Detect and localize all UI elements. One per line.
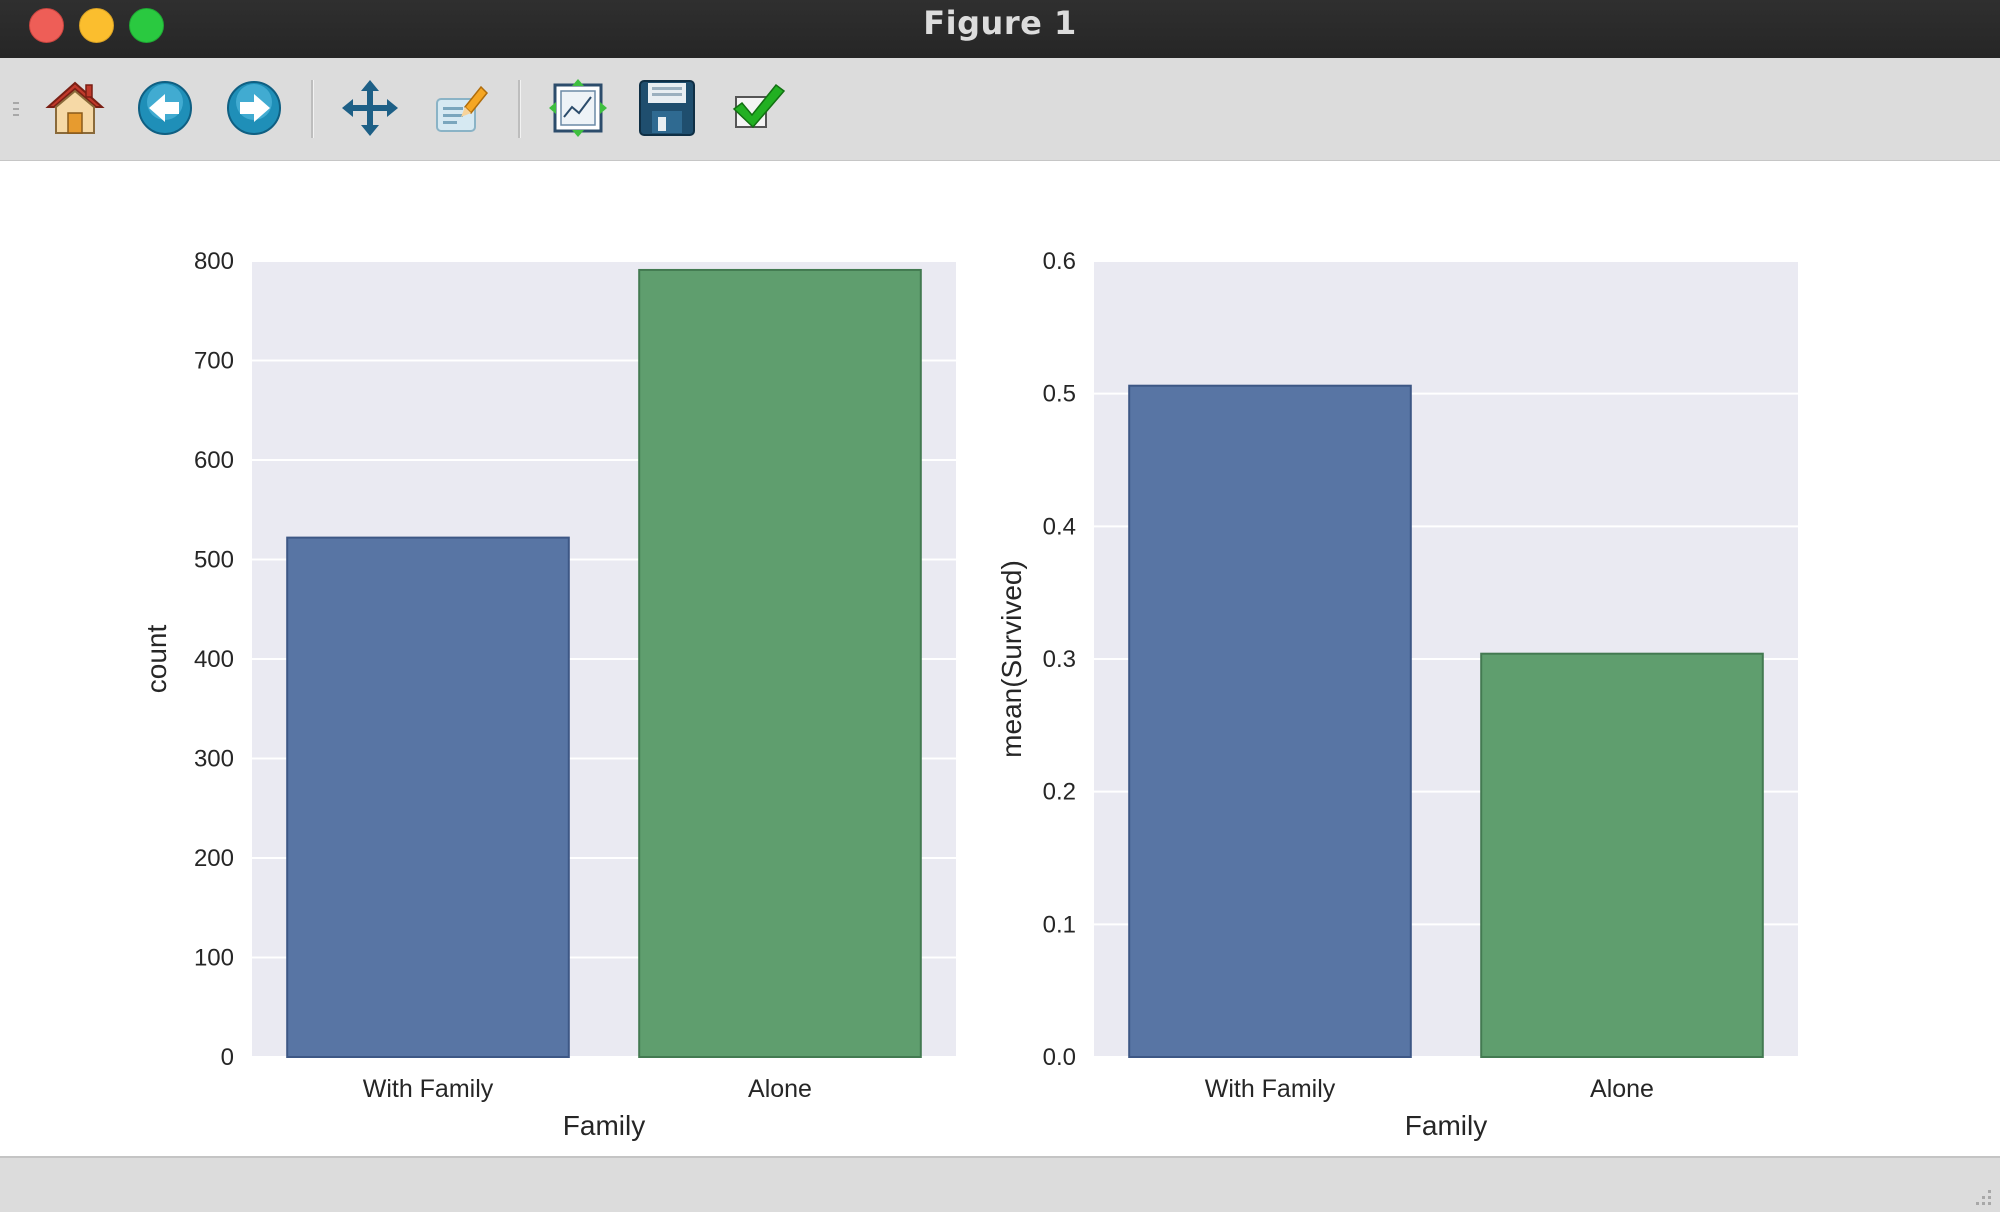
window-title: Figure 1 <box>923 4 1077 42</box>
chart-1-ytick-label: 400 <box>194 646 234 673</box>
arrow-right-icon <box>227 81 281 135</box>
chart-1-ytick-label: 200 <box>194 845 234 872</box>
configure-subplots-button[interactable] <box>542 72 614 144</box>
chart-2-ytick-label: 0.3 <box>1043 646 1076 673</box>
chart-1-ytick-label: 800 <box>194 248 234 275</box>
chart-1-xtick-label: Alone <box>748 1075 812 1103</box>
status-bar <box>0 1156 2000 1212</box>
chart-1-bar-alone <box>638 268 922 1058</box>
resize-grip-icon[interactable] <box>1972 1186 1994 1208</box>
chart-2-ytick-label: 0.6 <box>1043 248 1076 275</box>
edit-parameters-button[interactable] <box>721 72 793 144</box>
chart-1-ytick-label: 700 <box>194 348 234 375</box>
save-button[interactable] <box>631 72 703 144</box>
chart-2-ytick-label: 0.2 <box>1043 779 1076 806</box>
chart-1-bar-with-family <box>286 536 570 1058</box>
minimize-window-button[interactable] <box>79 8 114 43</box>
arrow-left-icon <box>138 81 192 135</box>
checkmark-icon <box>732 83 786 129</box>
chart-2-ytick-label: 0.4 <box>1043 513 1076 540</box>
chart-2-ytick-label: 0.5 <box>1043 381 1076 408</box>
chart-2-xtick-label: Alone <box>1590 1075 1654 1103</box>
chart-1-xtick-label: With Family <box>363 1075 494 1103</box>
chart-2-bar-with-family <box>1128 384 1412 1058</box>
zoom-rect-icon <box>436 85 489 132</box>
close-window-button[interactable] <box>29 8 64 43</box>
chart-1-x-axis-label: Family <box>563 1110 645 1141</box>
chart-1-ytick-label: 0 <box>221 1044 234 1071</box>
chart-1-ytick-label: 600 <box>194 447 234 474</box>
toolbar-separator <box>518 80 521 138</box>
chart-2-ytick-label: 0.0 <box>1043 1044 1076 1071</box>
navigation-toolbar <box>0 58 2000 161</box>
bar-charts-figure: 0 100 200 300 400 500 600 700 800 With Family Alon… <box>141 248 1798 1141</box>
chart-2-xtick-label: With Family <box>1205 1075 1336 1103</box>
move-icon <box>342 80 398 136</box>
chart-1-ytick-label: 500 <box>194 547 234 574</box>
home-button[interactable] <box>39 72 111 144</box>
chart-1-ytick-label: 300 <box>194 746 234 773</box>
toolbar-grip-icon[interactable] <box>12 100 20 120</box>
home-icon <box>45 81 105 134</box>
chart-2-x-axis-label: Family <box>1405 1110 1487 1141</box>
toolbar-separator <box>311 80 314 138</box>
pan-button[interactable] <box>334 72 406 144</box>
chart-1-y-axis-label: count <box>141 625 172 694</box>
chart-2-ytick-label: 0.1 <box>1043 911 1076 938</box>
back-button[interactable] <box>129 72 201 144</box>
chart-2-y-axis-label: mean(Survived) <box>996 560 1027 758</box>
floppy-disk-icon <box>639 80 695 136</box>
chart-2-bar-alone <box>1480 652 1764 1058</box>
zoom-button[interactable] <box>424 72 496 144</box>
title-bar: Figure 1 <box>0 0 2000 58</box>
chart-1-ytick-label: 100 <box>194 945 234 972</box>
configure-subplots-icon <box>549 79 607 137</box>
maximize-window-button[interactable] <box>129 8 164 43</box>
figure-canvas[interactable]: 0 100 200 300 400 500 600 700 800 With Family Alon… <box>4 161 1996 1156</box>
forward-button[interactable] <box>218 72 290 144</box>
